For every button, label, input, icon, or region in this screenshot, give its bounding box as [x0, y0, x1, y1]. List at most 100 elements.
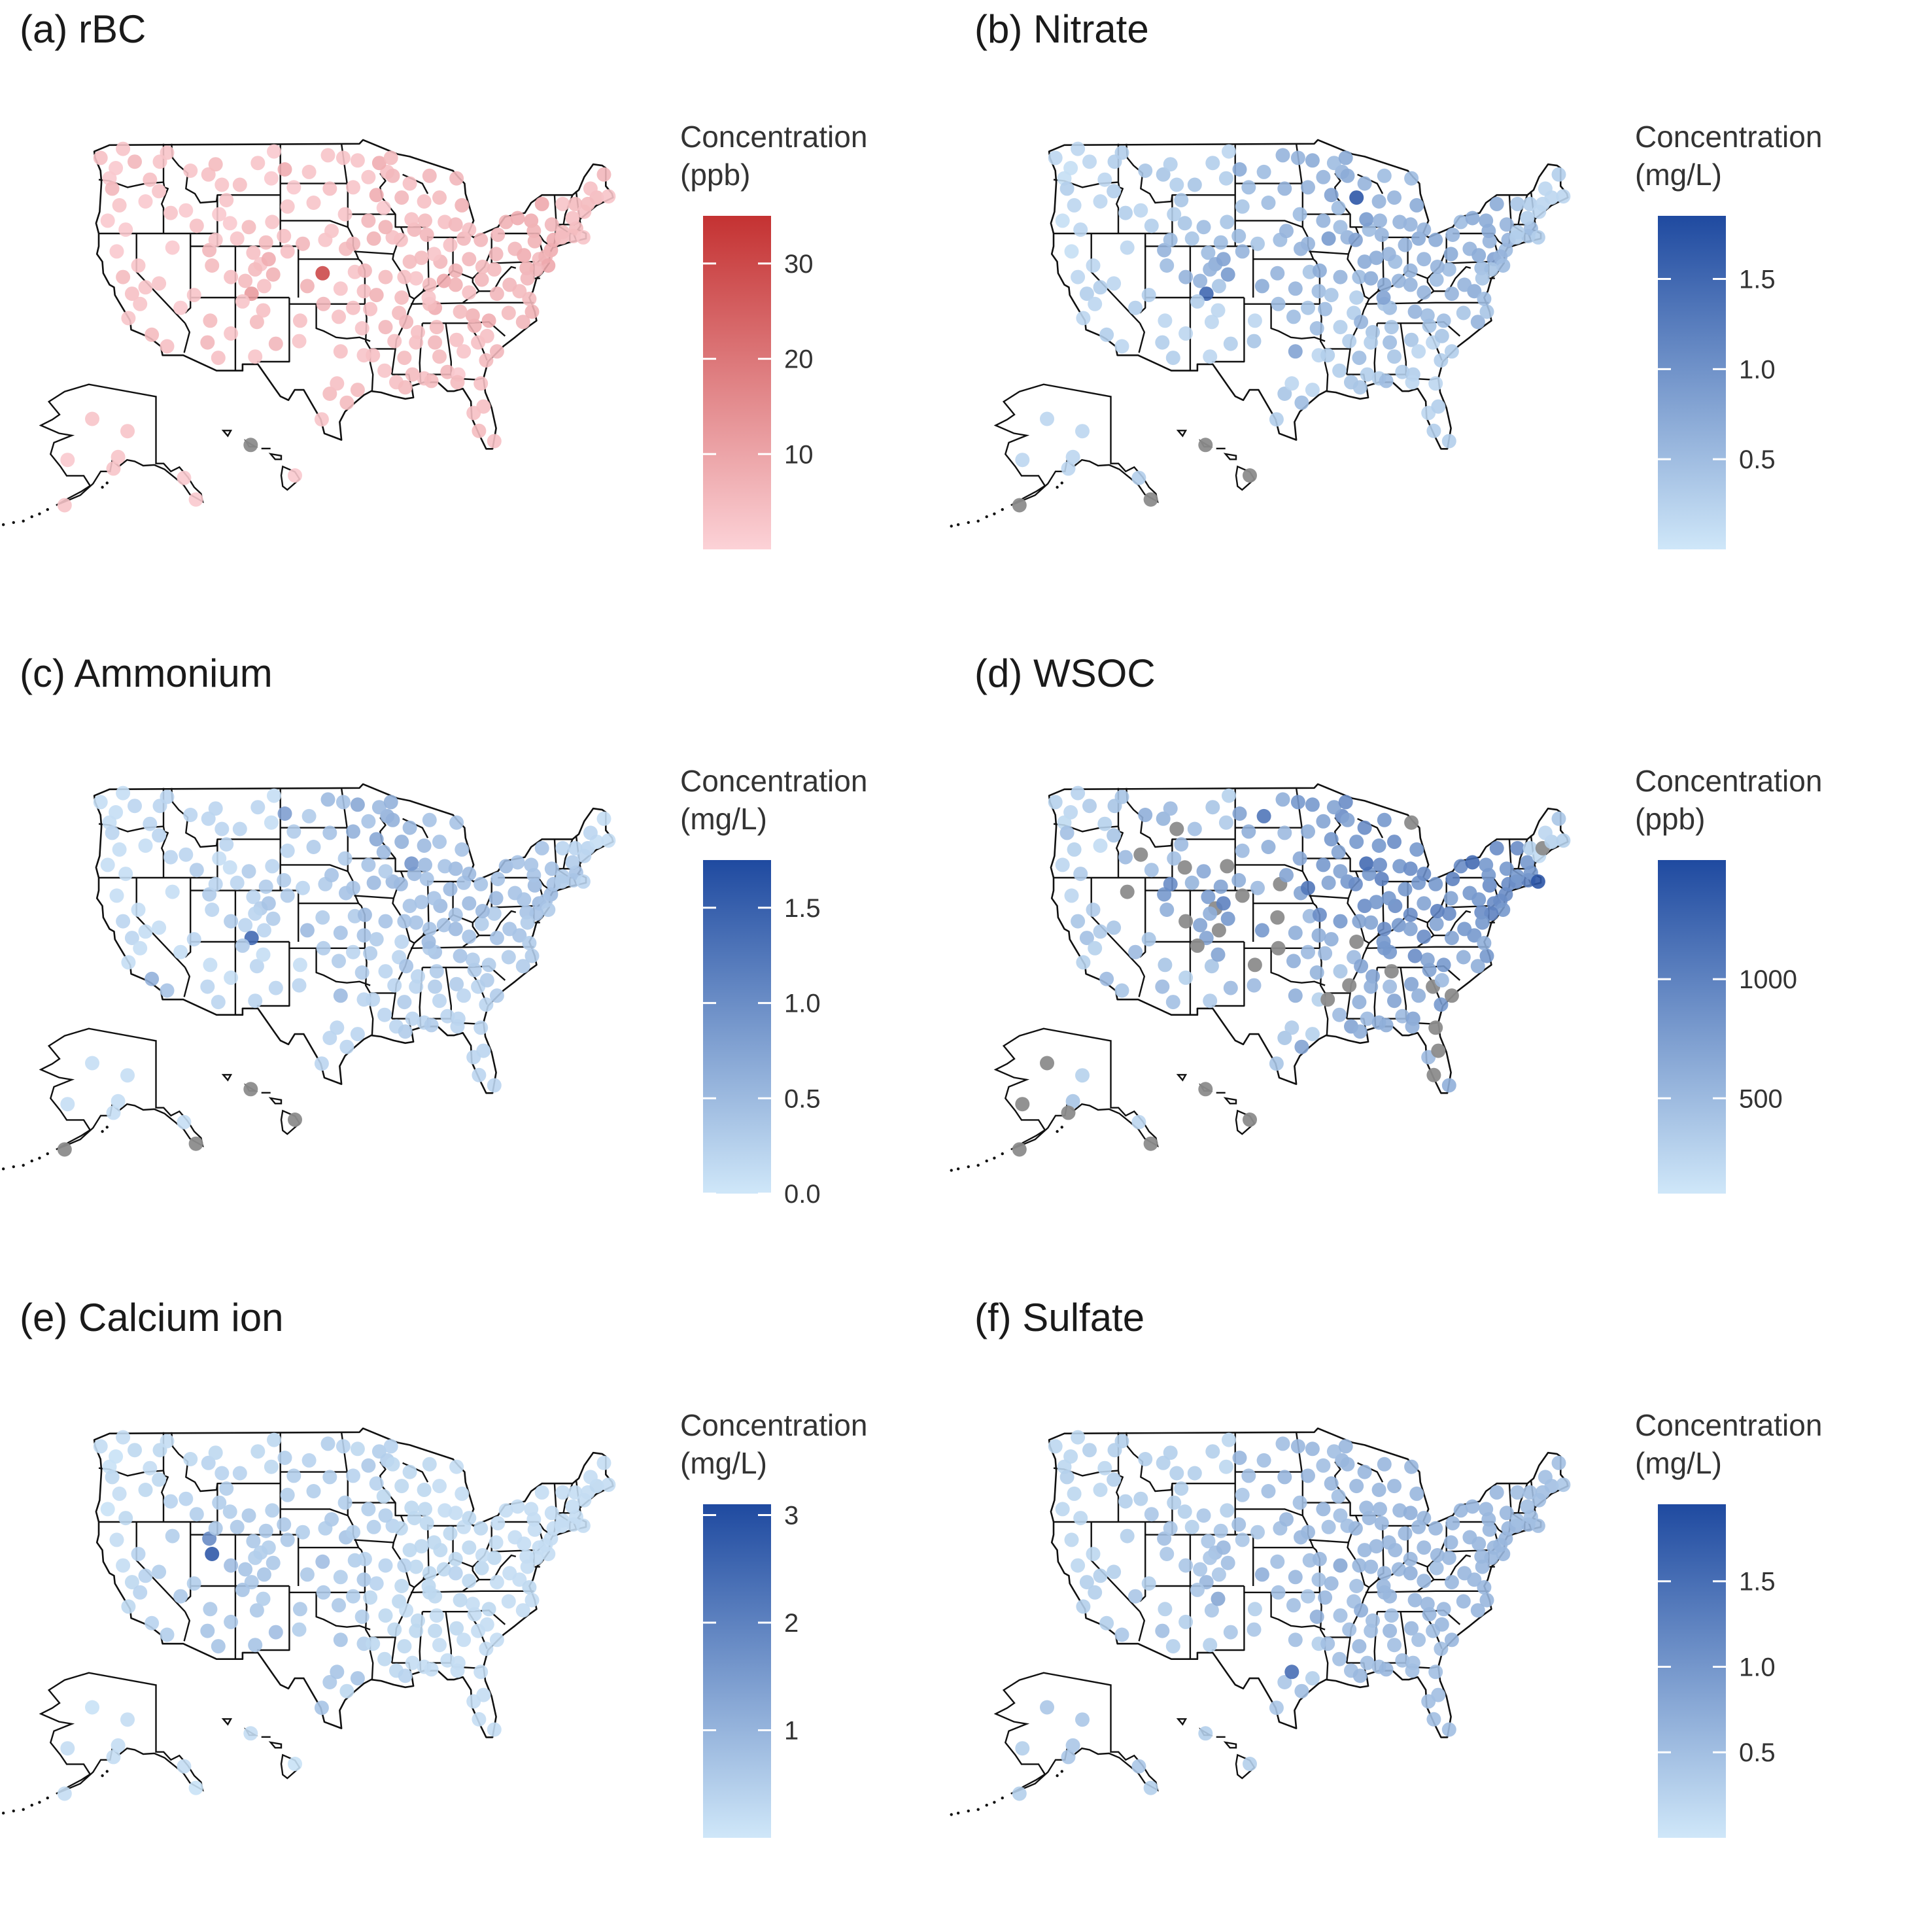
site-point: [1247, 313, 1262, 328]
site-point: [215, 1466, 230, 1481]
site-point: [1510, 1513, 1525, 1528]
state-border: [1211, 298, 1245, 363]
alaska-island: [46, 1152, 49, 1156]
site-point: [1216, 1540, 1231, 1555]
alaska-island: [956, 1812, 960, 1815]
site-point-missing: [1040, 1056, 1054, 1071]
site-point: [232, 821, 247, 837]
site-point: [1405, 1663, 1420, 1678]
site-point: [357, 1551, 372, 1566]
alaska-island: [30, 515, 33, 519]
site-point: [1178, 269, 1194, 285]
legend-title: Concentration (mg/L): [680, 1406, 867, 1482]
site-point: [1203, 993, 1218, 1009]
site-point: [60, 1097, 75, 1112]
state-boundaries: [1, 139, 614, 526]
site-point: [526, 224, 542, 239]
site-point: [1288, 1570, 1303, 1585]
colorbar: 500 1000: [1658, 860, 1797, 1194]
site-point: [1163, 801, 1178, 816]
state-border: [1138, 322, 1145, 353]
site-point: [1114, 339, 1129, 354]
site-point: [85, 1056, 99, 1071]
site-point: [200, 979, 215, 994]
site-point: [100, 1502, 115, 1517]
site-point: [1305, 1441, 1320, 1457]
site-point: [1178, 1558, 1194, 1573]
site-point: [1277, 181, 1292, 196]
alaska-island: [1001, 1152, 1004, 1156]
site-points: [57, 141, 616, 513]
site-point: [522, 292, 537, 306]
site-point: [173, 300, 188, 315]
site-point: [346, 180, 360, 195]
site-point: [248, 1638, 263, 1653]
site-point: [1404, 1459, 1419, 1474]
site-point: [1430, 1548, 1445, 1562]
colorbar-tick-label: 1.5: [784, 894, 821, 923]
site-point: [502, 277, 517, 292]
site-point: [128, 799, 142, 814]
site-point: [385, 1457, 400, 1472]
site-point: [1211, 947, 1226, 962]
site-point: [404, 1500, 419, 1515]
site-point: [1294, 1039, 1309, 1054]
alaska-island: [38, 1156, 41, 1160]
site-point-missing: [1431, 1043, 1446, 1058]
alaska-island: [993, 512, 996, 515]
site-point: [1216, 252, 1231, 267]
site-point: [268, 1625, 283, 1640]
site-point: [1321, 1519, 1336, 1534]
site-point: [1204, 1603, 1219, 1618]
alaska-island: [985, 1803, 988, 1807]
site-point: [1284, 376, 1299, 391]
site-point: [1357, 254, 1372, 269]
site-point: [428, 1623, 443, 1638]
site-point: [116, 269, 131, 285]
site-point: [1348, 232, 1363, 247]
site-point: [1441, 434, 1456, 449]
site-point: [1510, 840, 1525, 855]
site-point: [1231, 228, 1247, 243]
site-point: [152, 1472, 167, 1487]
site-point: [424, 373, 439, 388]
site-point: [356, 928, 371, 943]
site-point: [1288, 344, 1303, 359]
site-point: [1429, 1561, 1444, 1576]
site-point: [576, 230, 591, 245]
site-point: [1141, 1576, 1156, 1591]
site-point: [143, 1460, 158, 1475]
site-point: [354, 965, 370, 980]
site-point: [555, 1513, 570, 1528]
site-point: [230, 231, 245, 246]
site-point: [1387, 835, 1402, 850]
site-point: [350, 1441, 365, 1457]
state-border: [1139, 878, 1146, 958]
site-point: [1403, 217, 1418, 232]
site-point: [1551, 167, 1566, 182]
site-point: [438, 1503, 453, 1518]
site-point: [208, 1445, 223, 1460]
hawaii-island: [221, 430, 233, 438]
site-point: [258, 235, 273, 250]
site-point: [1405, 375, 1420, 390]
site-point: [501, 950, 516, 965]
site-point: [377, 1007, 392, 1022]
site-point: [250, 1444, 266, 1459]
site-point: [1324, 1476, 1339, 1491]
site-point: [1479, 1593, 1494, 1608]
site-point: [292, 334, 307, 349]
site-point: [1093, 1483, 1108, 1497]
site-point: [443, 237, 458, 252]
color-legend: Concentration (ppb) 10 20 30: [680, 118, 942, 576]
site-point: [246, 1534, 261, 1549]
site-point: [1556, 833, 1571, 848]
site-point: [339, 1683, 354, 1699]
hawaii-island: [1223, 453, 1237, 460]
site-point: [1538, 1470, 1553, 1485]
site-point: [1360, 1655, 1375, 1670]
alaska-outline: [993, 1027, 1159, 1150]
state-border: [354, 1539, 394, 1544]
site-point: [490, 1516, 506, 1530]
alaska-island: [976, 519, 980, 523]
